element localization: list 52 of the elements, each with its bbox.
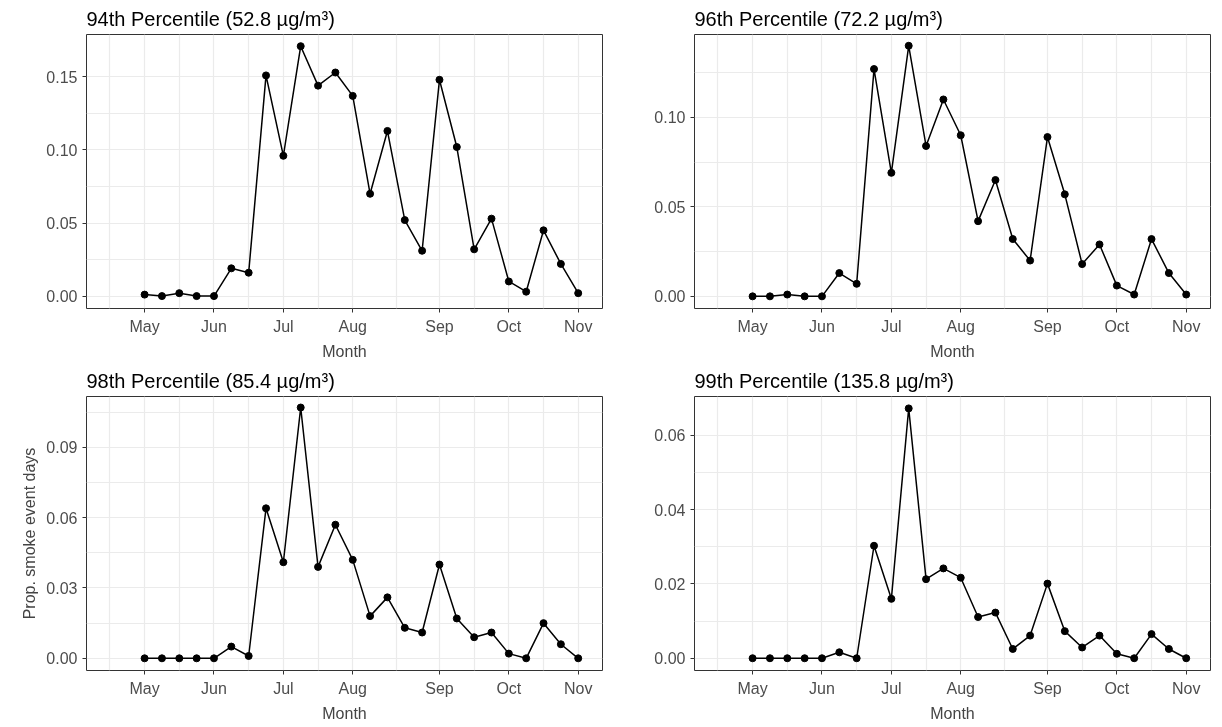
x-tick-label: Aug: [946, 679, 975, 697]
x-axis-title: Month: [322, 342, 367, 360]
x-tick-label: Oct: [1104, 317, 1130, 335]
y-tick-label: 0.10: [46, 141, 78, 159]
x-tick-label: Sep: [1033, 317, 1062, 335]
x-tick-label: Aug: [946, 317, 975, 335]
x-tick-label: Nov: [563, 317, 593, 335]
x-tick-label: May: [129, 317, 160, 335]
x-tick-label: May: [737, 679, 768, 697]
x-tick-label: Nov: [1171, 317, 1201, 335]
x-axis-title: Month: [930, 342, 975, 360]
y-tick-label: 0.02: [654, 575, 686, 593]
y-tick-label: 0.03: [46, 580, 78, 597]
chart-title: 96th Percentile (72.2 µg/m³): [694, 7, 943, 30]
x-tick-label: Aug: [338, 317, 367, 335]
y-tick-label: 0.00: [46, 650, 78, 668]
x-tick-label: Nov: [1171, 679, 1201, 697]
x-tick-label: Jun: [201, 317, 227, 335]
x-tick-label: Sep: [425, 317, 454, 335]
x-tick-label: Jun: [809, 679, 835, 697]
y-tick-label: 0.04: [654, 501, 686, 519]
y-tick-label: 0.00: [654, 288, 686, 306]
x-tick-label: Jul: [273, 679, 294, 697]
x-tick-label: Jun: [809, 317, 835, 335]
x-tick-label: Oct: [496, 317, 522, 335]
x-tick-label: Jul: [273, 317, 294, 335]
x-tick-label: Sep: [1033, 679, 1062, 697]
y-tick-label: 0.10: [654, 109, 686, 127]
x-tick-label: Oct: [1104, 679, 1130, 697]
y-tick-label: 0.09: [46, 439, 78, 457]
x-axis-title: Month: [322, 704, 367, 722]
y-tick-label: 0.05: [46, 215, 78, 233]
x-tick-label: May: [737, 317, 768, 335]
x-tick-label: Aug: [338, 679, 367, 697]
y-axis-title: Prop. smoke event days: [21, 447, 39, 620]
x-tick-label: Jul: [881, 317, 902, 335]
y-tick-label: 0.00: [654, 650, 686, 668]
chart-title: 94th Percentile (52.8 µg/m³): [86, 7, 335, 30]
x-tick-label: May: [129, 679, 160, 697]
y-tick-label: 0.00: [46, 288, 78, 306]
x-tick-label: Jun: [201, 679, 227, 697]
x-axis-title: Month: [930, 704, 975, 722]
y-tick-label: 0.06: [46, 509, 78, 527]
x-tick-label: Nov: [563, 679, 593, 697]
y-tick-label: 0.05: [654, 198, 686, 216]
y-tick-label: 0.15: [46, 68, 78, 86]
x-tick-label: Jul: [881, 679, 902, 697]
x-tick-label: Sep: [425, 679, 454, 697]
x-tick-label: Oct: [496, 679, 522, 697]
chart-title: 98th Percentile (85.4 µg/m³): [86, 369, 335, 392]
y-tick-label: 0.06: [654, 427, 686, 445]
chart-title: 99th Percentile (135.8 µg/m³): [694, 369, 954, 392]
